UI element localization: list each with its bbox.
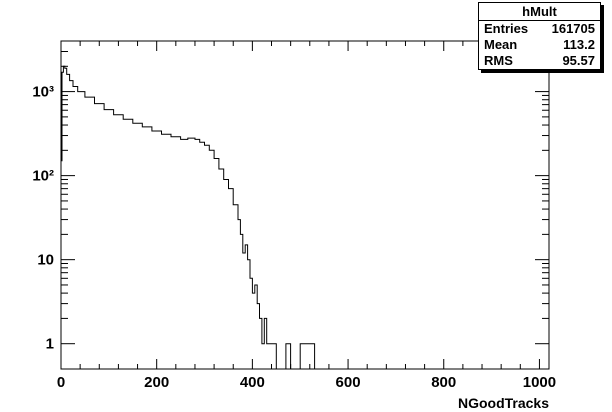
stats-box: hMult Entries 161705 Mean 113.2 RMS 95.5… [478, 2, 601, 70]
x-tick-labels: 0 200 400 600 800 1000 [57, 374, 556, 391]
histogram-line [60, 65, 327, 370]
x-tick-label: 1000 [523, 374, 556, 391]
stats-label-mean: Mean [484, 37, 518, 52]
y-tick-label: 10³ [32, 84, 54, 101]
y-tick-label: 1 [46, 336, 54, 353]
x-tick-label: 200 [144, 374, 169, 391]
stats-row-rms: RMS 95.57 [479, 53, 600, 69]
stats-row-mean: Mean 113.2 [479, 37, 600, 53]
x-tick-label: 0 [57, 374, 65, 391]
y-tick-label: 10² [32, 168, 54, 185]
y-tick-label: 10 [37, 252, 54, 269]
stats-value-rms: 95.57 [562, 53, 595, 68]
y-tick-labels: 1 10 10² 10³ [32, 84, 54, 353]
x-tick-label: 800 [431, 374, 456, 391]
x-tick-label: 400 [240, 374, 265, 391]
plot-frame [60, 40, 550, 370]
stats-value-mean: 113.2 [563, 37, 595, 52]
x-tick-label: 600 [336, 374, 361, 391]
stats-label-entries: Entries [484, 21, 529, 36]
stats-value-entries: 161705 [551, 21, 595, 36]
stats-row-entries: Entries 161705 [479, 21, 600, 37]
stats-title: hMult [479, 3, 600, 21]
x-axis-label: NGoodTracks [458, 395, 549, 411]
stats-label-rms: RMS [484, 53, 513, 68]
